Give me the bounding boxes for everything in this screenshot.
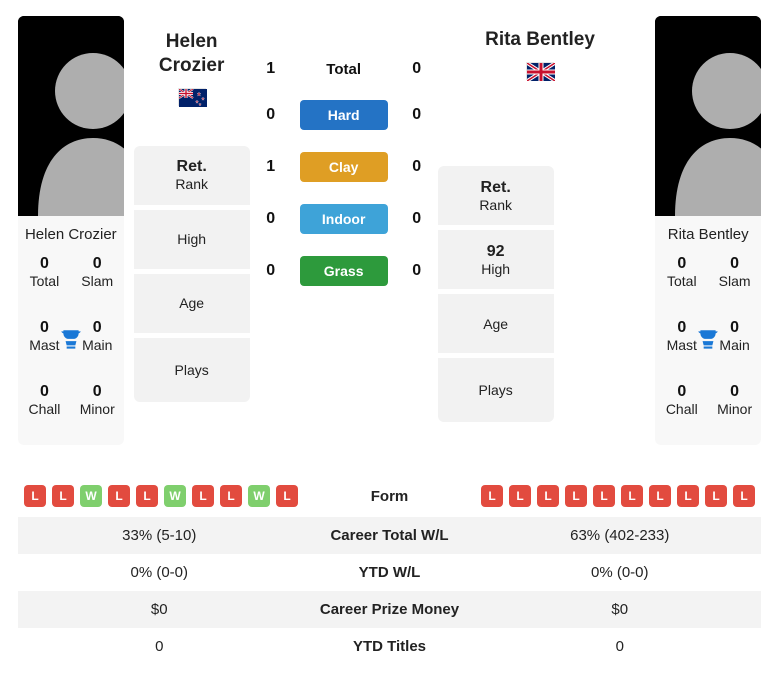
form-badge: L [220,485,242,507]
h2h-surface-p1: 0 [260,262,282,280]
form-badge: L [52,485,74,507]
player2-card: Rita Bentley 0Total 0Slam 0Mast 0Main 0C… [655,16,761,445]
form-badge: L [649,485,671,507]
form-badge: L [565,485,587,507]
form-badge: L [733,485,755,507]
form-badge: L [481,485,503,507]
compare-p1-value: $0 [24,601,295,618]
compare-label: YTD Titles [295,638,485,655]
form-badge: L [593,485,615,507]
player1-card: Helen Crozier 0Total 0Slam 0Mast 0Main 0… [18,16,124,445]
h2h-surface-p1: 0 [260,210,282,228]
compare-row: LLWLLWLLWLFormLLLLLLLLLL [18,475,761,517]
compare-label: Career Total W/L [295,527,485,544]
trophy-icon [58,327,84,357]
trophy-icon [695,327,721,357]
form-badge: L [621,485,643,507]
surface-chip: Clay [300,152,388,182]
compare-row: 0YTD Titles0 [18,628,761,665]
compare-label: Form [298,488,481,505]
form-badge: L [108,485,130,507]
player2-big-name: Rita Bentley [475,28,605,52]
form-badge: L [192,485,214,507]
compare-p2-value: 0% (0-0) [485,564,756,581]
h2h-total-p1: 1 [260,60,282,78]
player1-photo [18,16,124,216]
player1-titles: 0Total 0Slam 0Mast 0Main 0Chall 0Minor [18,249,124,445]
form-badge: L [537,485,559,507]
player-silhouette-icon [18,16,124,216]
h2h-surface-p2: 0 [406,158,428,176]
form-badge: L [136,485,158,507]
form-badges: LLWLLWLLWL [24,485,298,507]
compare-p2-value: 63% (402-233) [485,527,756,544]
player1-header: Helen Crozier [134,16,250,106]
compare-p1-value: 0% (0-0) [24,564,295,581]
player2-name-block: Rita Bentley [475,28,605,85]
compare-label: YTD W/L [295,564,485,581]
surface-chip: Hard [300,100,388,130]
surface-chip: Grass [300,256,388,286]
form-badge: L [705,485,727,507]
flag-new-zealand-icon [178,88,206,106]
compare-p2-value: 0 [485,638,756,655]
player2-info: Ret.Rank 92High Age Plays [438,166,554,422]
player1-big-name: Helen Crozier [134,30,250,78]
form-badge: W [248,485,270,507]
form-badge: L [677,485,699,507]
h2h-total-p2: 0 [406,60,428,78]
compare-p2-value: $0 [485,601,756,618]
h2h-surface-row: 0 Hard 0 [260,100,428,130]
compare-row: 33% (5-10)Career Total W/L63% (402-233) [18,517,761,554]
player2-titles: 0Total 0Slam 0Mast 0Main 0Chall 0Minor [655,249,761,445]
player1-info: Ret.Rank High Age Plays [134,146,250,402]
h2h-surface-p1: 1 [260,158,282,176]
comparison-table: LLWLLWLLWLFormLLLLLLLLLL33% (5-10)Career… [18,475,761,665]
h2h-surface-p2: 0 [406,210,428,228]
h2h-surface-row: 0 Indoor 0 [260,204,428,234]
form-badge: L [276,485,298,507]
player-silhouette-icon [655,16,761,216]
h2h-surface-p2: 0 [406,106,428,124]
compare-p1-value: 33% (5-10) [24,527,295,544]
flag-united-kingdom-icon [526,62,554,80]
h2h-surface-row: 0 Grass 0 [260,256,428,286]
player2-name: Rita Bentley [655,216,761,249]
compare-row: 0% (0-0)YTD W/L0% (0-0) [18,554,761,591]
form-badge: W [80,485,102,507]
h2h-surface-row: 1 Clay 0 [260,152,428,182]
compare-row: $0Career Prize Money$0 [18,591,761,628]
form-badges: LLLLLLLLLL [481,485,755,507]
player2-photo [655,16,761,216]
h2h-surface-p2: 0 [406,262,428,280]
form-badge: L [24,485,46,507]
player1-name: Helen Crozier [18,216,124,249]
form-badge: W [164,485,186,507]
h2h-center: 1 Total 0 0 Hard 0 1 Clay 0 0 Indoor 0 0 Grass 0 [260,16,428,445]
h2h-surface-p1: 0 [260,106,282,124]
compare-label: Career Prize Money [295,601,485,618]
h2h-total-label: Total [300,61,388,78]
compare-p1-value: 0 [24,638,295,655]
surface-chip: Indoor [300,204,388,234]
form-badge: L [509,485,531,507]
